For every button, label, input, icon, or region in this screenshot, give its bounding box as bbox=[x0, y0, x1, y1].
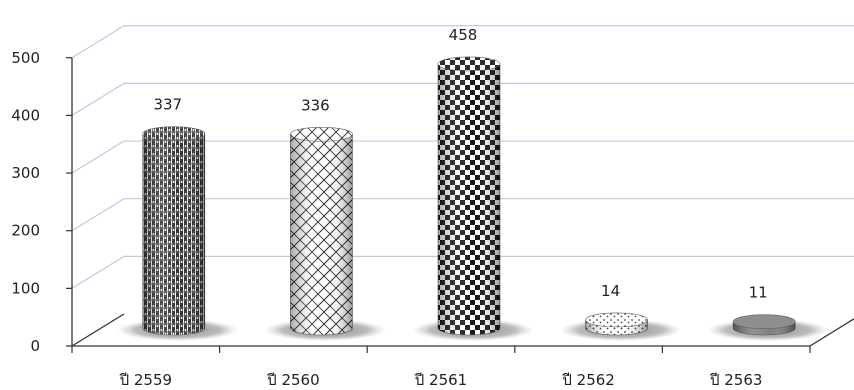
floor-right-edge bbox=[809, 318, 854, 347]
gridline bbox=[71, 25, 854, 59]
x-category-label: ปี 2559 bbox=[119, 371, 172, 389]
data-label: 458 bbox=[449, 26, 478, 44]
bar bbox=[437, 56, 501, 336]
floor-left-edge bbox=[71, 313, 125, 347]
x-category-label: ปี 2563 bbox=[709, 371, 762, 389]
y-tick-label: 400 bbox=[11, 106, 40, 124]
x-category-label: ปี 2560 bbox=[266, 371, 319, 389]
data-label: 14 bbox=[601, 282, 620, 300]
y-tick-label: 500 bbox=[11, 49, 40, 67]
data-label: 337 bbox=[153, 96, 182, 114]
data-labels: 337 336 458 14 11 bbox=[153, 26, 767, 302]
y-tick-label: 200 bbox=[11, 222, 40, 240]
x-category-label: ปี 2562 bbox=[561, 371, 614, 389]
y-tick-label: 100 bbox=[11, 279, 40, 297]
x-category-label: ปี 2561 bbox=[414, 371, 467, 389]
y-tick-label: 0 bbox=[30, 337, 40, 355]
data-label: 336 bbox=[301, 96, 330, 114]
x-axis-category-labels: ปี 2559 ปี 2560 ปี 2561 ปี 2562 ปี 2563 bbox=[71, 346, 811, 389]
bar bbox=[142, 126, 206, 336]
y-tick-label: 300 bbox=[11, 164, 40, 182]
bar bbox=[585, 312, 648, 336]
data-label: 11 bbox=[749, 284, 768, 302]
bar bbox=[290, 126, 353, 336]
y-axis-tick-labels: 0 100 200 300 400 500 bbox=[11, 49, 72, 355]
bar bbox=[732, 314, 796, 336]
axes bbox=[71, 57, 854, 347]
bars bbox=[142, 56, 796, 336]
